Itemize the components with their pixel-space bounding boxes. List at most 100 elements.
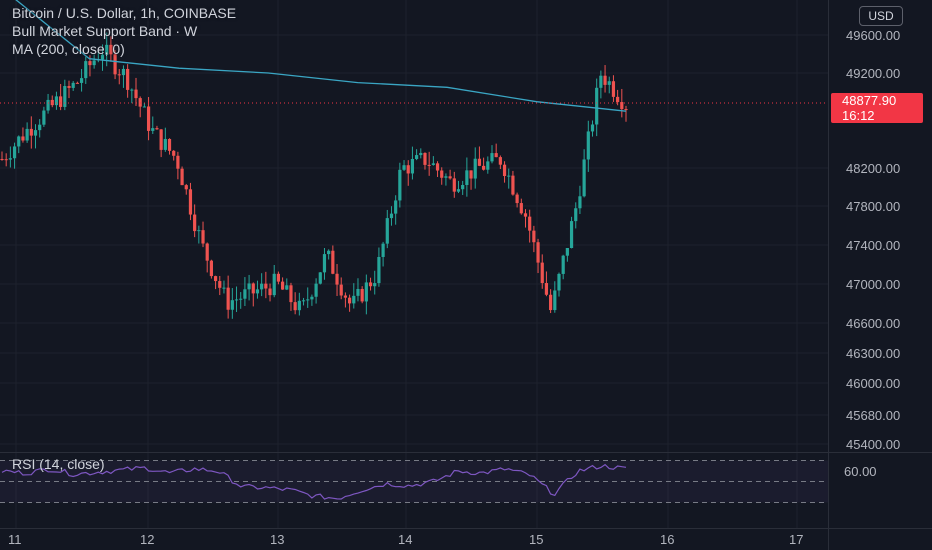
price-tick-label: 49200.00 [846,66,900,81]
candle-body [352,295,356,304]
candle-body [151,128,155,131]
candle-body [360,288,364,302]
candle-body [507,175,511,177]
candle-body [620,102,624,110]
candle-body [574,208,578,222]
indicator-ma[interactable]: MA (200, close, 0) [12,41,125,57]
candle-body [549,294,553,311]
candle-body [465,170,469,186]
last-price-tag: 48877.90 16:12 [831,93,923,123]
candle-body [0,159,4,160]
candle-body [494,153,498,158]
rsi-title[interactable]: RSI (14, close) [12,456,105,472]
candle-body [624,109,628,111]
candle-body [611,81,616,97]
time-tick-label: 11 [8,532,22,547]
candle-body [230,300,234,310]
candle-body [569,221,574,249]
candle-body [276,273,281,282]
candle-body [226,287,230,310]
candle-body [247,283,251,290]
candle-body [331,250,335,274]
time-tick-label: 16 [660,532,674,547]
candle-body [419,152,423,156]
indicator-bull-band[interactable]: Bull Market Support Band · W [12,23,198,39]
candle-body [394,200,398,214]
candle-body [557,273,561,291]
candle-body [368,282,373,287]
symbol-title[interactable]: Bitcoin / U.S. Dollar, 1h, COINBASE [12,5,237,21]
candle-body [176,155,180,169]
candle-body [109,44,113,55]
candle-body [578,196,582,209]
candle-body [84,61,88,79]
candle-body [17,136,21,147]
candle-body [121,68,126,76]
candle-body [142,106,146,108]
last-price-value: 48877.90 [842,93,897,108]
candle-body [565,248,569,256]
candle-body [339,284,343,296]
candle-body [167,138,172,151]
time-tick-label: 17 [789,532,803,547]
candle-body [222,287,226,289]
candle-body [595,87,599,125]
candle-body [188,189,193,215]
candle-body [603,75,607,85]
candle-body [293,302,297,311]
price-tick-label: 45680.00 [846,408,900,423]
candle-body [406,165,410,174]
candle-body [528,216,532,231]
candle-body [469,170,473,179]
candle-body [310,296,314,300]
rsi-line [1,463,627,500]
candle-body [461,185,465,190]
candle-body [272,273,276,296]
candle-body [138,98,142,107]
candle-body [92,60,96,66]
time-tick-label: 13 [270,532,284,547]
candle-body [71,82,75,88]
time-tick-label: 12 [140,532,154,547]
candle-body [268,288,272,296]
candle-body [234,299,239,301]
time-tick-label: 14 [398,532,412,547]
candle-body [398,169,402,201]
candle-body [159,129,163,150]
price-tick-label: 49600.00 [846,28,900,43]
candle-body [452,178,456,192]
candle-body [456,189,461,192]
candle-body [582,159,586,197]
candle-body [590,124,595,132]
candle-body [540,262,544,284]
candle-body [616,96,620,103]
candle-body [440,170,444,178]
candle-body [42,110,46,125]
candle-body [213,276,218,282]
candle-body [427,164,431,166]
price-tick-label: 48200.00 [846,161,900,176]
candle-body [205,243,209,261]
candle-body [163,138,167,150]
candle-body [482,165,486,170]
candle-body [260,283,264,290]
candle-body [218,281,222,288]
candle-body [444,176,448,178]
candle-body [490,153,494,162]
candle-body [146,106,151,131]
candle-body [25,128,29,141]
candle-body [184,185,188,190]
candle-body [523,213,528,217]
currency-button[interactable]: USD [859,6,903,26]
candle-body [502,164,507,177]
chart-legend: Bitcoin / U.S. Dollar, 1h, COINBASE Bull… [12,4,236,58]
candle-body [347,297,352,304]
price-tick-label: 47000.00 [846,277,900,292]
candle-body [209,260,213,277]
candle-body [553,290,557,311]
candle-body [79,78,84,83]
price-tick-label: 46000.00 [846,376,900,391]
candle-body [105,44,109,55]
candle-body [255,289,260,294]
